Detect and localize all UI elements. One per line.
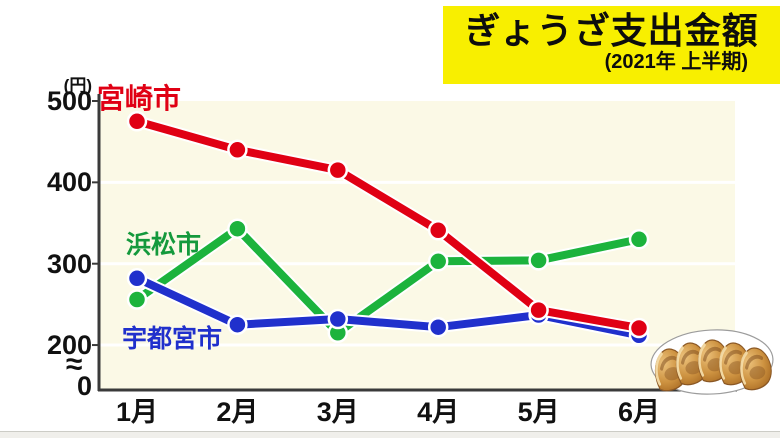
page-title: ぎょうざ支出金額: [464, 10, 759, 51]
gyoza-plate-illustration: [647, 329, 778, 396]
data-point-宇都宮市-4月: [427, 316, 449, 338]
bottom-strip: [0, 431, 780, 438]
data-point-宇都宮市-1月: [126, 268, 148, 289]
series-line-浜松市: [133, 224, 643, 337]
title-banner: ぎょうざ支出金額 (2021年 上半期): [443, 6, 780, 84]
data-point-宮崎市-5月: [528, 299, 549, 321]
data-point-浜松市-4月: [427, 251, 449, 272]
data-point-浜松市-2月: [227, 218, 248, 239]
series-line-宮崎市: [133, 117, 643, 332]
data-point-宮崎市-3月: [327, 159, 349, 181]
data-point-宮崎市-2月: [227, 139, 248, 161]
data-point-浜松市-5月: [528, 250, 549, 271]
data-point-宇都宮市-3月: [327, 308, 349, 330]
page-subtitle: (2021年 上半期): [604, 50, 748, 73]
data-point-宮崎市-6月: [628, 317, 650, 339]
data-point-宮崎市-4月: [427, 220, 449, 241]
data-point-宇都宮市-2月: [227, 314, 248, 335]
data-point-浜松市-1月: [126, 289, 148, 310]
data-point-浜松市-6月: [628, 229, 650, 250]
data-point-宮崎市-1月: [126, 111, 148, 132]
